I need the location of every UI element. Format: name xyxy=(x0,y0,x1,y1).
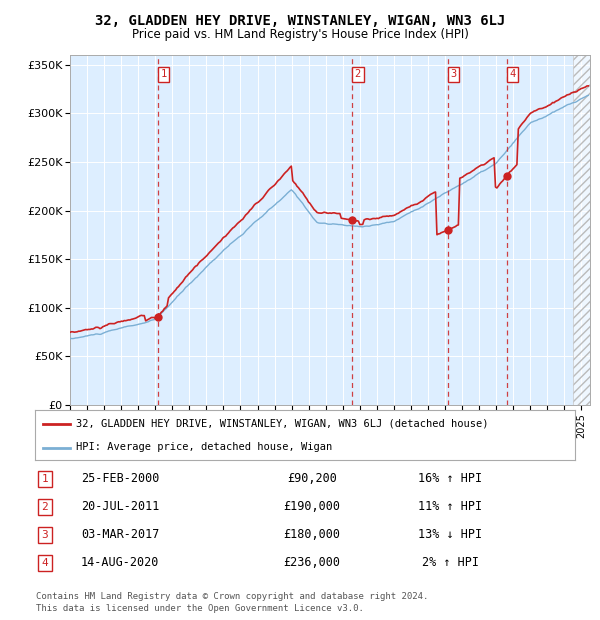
Text: 4: 4 xyxy=(509,69,515,79)
Text: 2: 2 xyxy=(355,69,361,79)
Text: 20-JUL-2011: 20-JUL-2011 xyxy=(81,500,159,513)
Text: 1: 1 xyxy=(41,474,49,484)
Text: Contains HM Land Registry data © Crown copyright and database right 2024.
This d: Contains HM Land Registry data © Crown c… xyxy=(36,591,428,613)
Text: 14-AUG-2020: 14-AUG-2020 xyxy=(81,557,159,570)
Text: 13% ↓ HPI: 13% ↓ HPI xyxy=(418,528,482,541)
Text: 25-FEB-2000: 25-FEB-2000 xyxy=(81,472,159,485)
Text: Price paid vs. HM Land Registry's House Price Index (HPI): Price paid vs. HM Land Registry's House … xyxy=(131,28,469,41)
Text: 2% ↑ HPI: 2% ↑ HPI xyxy=(421,557,479,570)
Text: 1: 1 xyxy=(160,69,167,79)
Text: 3: 3 xyxy=(41,530,49,540)
Text: £236,000: £236,000 xyxy=(284,557,341,570)
Text: 2: 2 xyxy=(41,502,49,512)
Text: 32, GLADDEN HEY DRIVE, WINSTANLEY, WIGAN, WN3 6LJ (detached house): 32, GLADDEN HEY DRIVE, WINSTANLEY, WIGAN… xyxy=(76,418,488,428)
Text: HPI: Average price, detached house, Wigan: HPI: Average price, detached house, Wiga… xyxy=(76,443,332,453)
Text: 3: 3 xyxy=(451,69,457,79)
Text: £190,000: £190,000 xyxy=(284,500,341,513)
Text: 11% ↑ HPI: 11% ↑ HPI xyxy=(418,500,482,513)
Text: 32, GLADDEN HEY DRIVE, WINSTANLEY, WIGAN, WN3 6LJ: 32, GLADDEN HEY DRIVE, WINSTANLEY, WIGAN… xyxy=(95,14,505,28)
Text: £90,200: £90,200 xyxy=(287,472,337,485)
Text: 4: 4 xyxy=(41,558,49,568)
Text: £180,000: £180,000 xyxy=(284,528,341,541)
Text: 03-MAR-2017: 03-MAR-2017 xyxy=(81,528,159,541)
Text: 16% ↑ HPI: 16% ↑ HPI xyxy=(418,472,482,485)
